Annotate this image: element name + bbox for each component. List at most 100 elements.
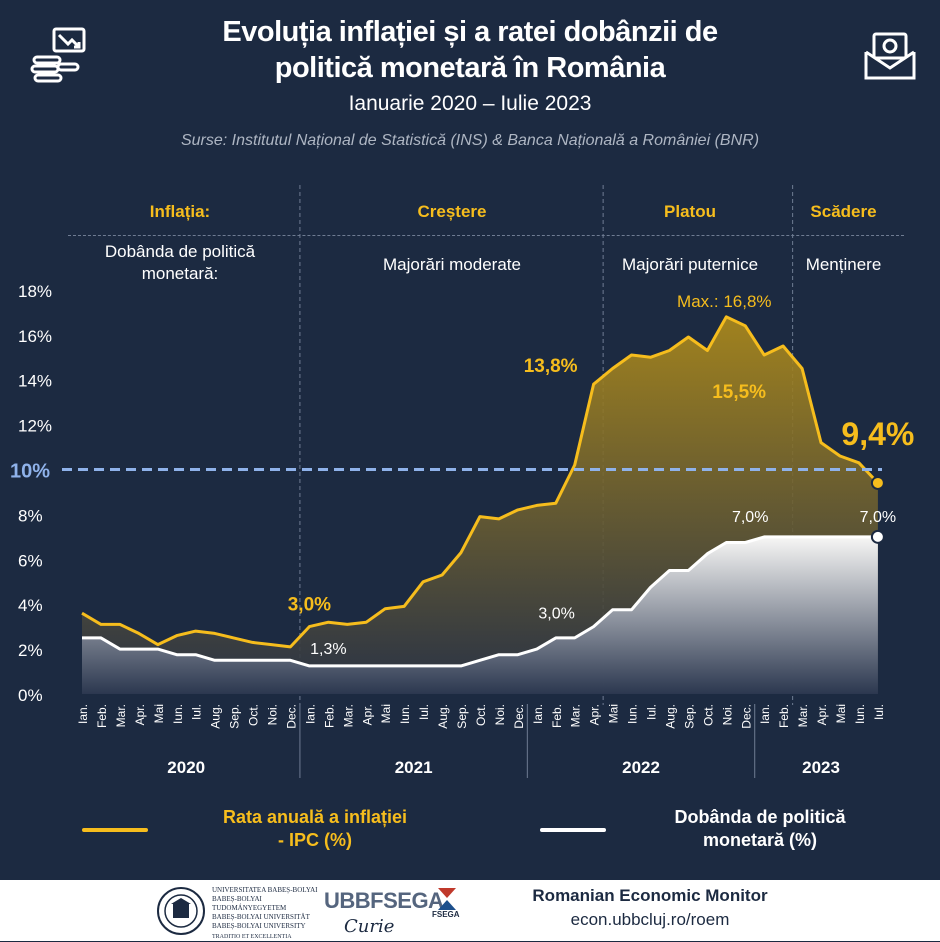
money-envelope-icon (862, 30, 918, 82)
x-tick-label: Dec. (512, 704, 526, 729)
x-tick-label: Ian. (531, 704, 545, 724)
fsega-small-label: FSEGA (432, 910, 460, 919)
y-tick-label: 0% (18, 686, 43, 705)
phase-separator-line (68, 235, 904, 236)
annotation-label: 3,0% (288, 595, 331, 616)
y-tick-label: 4% (18, 596, 43, 615)
legend-policy-label: Dobânda de politică monetară (%) (640, 806, 880, 852)
phase-policy-strong: Majorări puternice (621, 255, 759, 274)
ubb-name-2: BABEȘ-BOLYAI TUDOMÁNYEGYETEM (212, 895, 287, 912)
annotation-label: 7,0% (732, 509, 768, 526)
policy-rate-line (82, 535, 878, 668)
legend-inflation-swatch (82, 828, 148, 832)
legend-policy-swatch (540, 828, 606, 832)
phase-inflation-label: Inflația: (149, 202, 211, 221)
x-tick-label: Oct. (247, 704, 261, 726)
x-tick-label: Iul. (190, 704, 204, 720)
x-tick-label: Ian. (76, 704, 90, 724)
x-tick-label: Apr. (360, 704, 374, 725)
x-tick-label: Noi. (493, 704, 507, 725)
page-title: Evoluția inflației și a ratei dobânzii d… (0, 14, 940, 86)
x-tick-label: Iun. (853, 704, 867, 724)
ubb-name-block: UNIVERSITATEA BABEȘ-BOLYAI BABEȘ-BOLYAI … (212, 886, 322, 942)
y-tick-label: 6% (18, 551, 43, 570)
year-label: 2020 (167, 758, 205, 777)
year-label: 2023 (802, 758, 840, 777)
y-tick-label: 14% (18, 372, 52, 391)
x-tick-label: Iul. (417, 704, 431, 720)
x-tick-label: Mai (152, 704, 166, 723)
x-tick-label: Aug. (209, 704, 223, 729)
x-tick-label: Aug. (436, 704, 450, 729)
y-tick-label: 16% (18, 327, 52, 346)
x-tick-label: Mai (379, 704, 393, 723)
ubb-motto: TRADITIO ET EXCELLENTIA (212, 934, 292, 940)
legend-inflation-line1: Rata anuală a inflației (222, 807, 408, 827)
y-tick-label: 8% (18, 506, 43, 525)
phase-policy-moderate: Majorări moderate (383, 255, 521, 274)
annotation-label: 15,5% (712, 382, 766, 403)
y-tick-label: 2% (18, 641, 43, 660)
x-tick-label: Iun. (626, 704, 640, 724)
x-tick-label: Sep. (455, 704, 469, 729)
inflation-policy-chart: 0% 2% 4% 6% 8% 12% 14% 16% 18% 10% 3,0% 13,8% Max.… (10, 185, 914, 778)
signature-mark: Curie (344, 916, 395, 937)
title-line-1: Evoluția inflației și a ratei dobânzii d… (222, 16, 718, 48)
year-label: 2022 (622, 758, 660, 777)
sources-note: Surse: Institutul Național de Statistică… (180, 132, 760, 149)
annotation-label: 7,0% (860, 509, 896, 526)
policy-rate-area (82, 536, 878, 694)
footer: UNIVERSITATEA BABEȘ-BOLYAI BABEȘ-BOLYAI … (0, 880, 940, 941)
x-tick-label: Apr. (133, 704, 147, 725)
fsega-logo: UBBFSEGA (324, 888, 444, 913)
inflation-end-point (870, 475, 885, 490)
x-tick-label: Sep. (228, 704, 242, 729)
x-tick-label: Iul. (645, 704, 659, 720)
x-tick-label: Feb. (777, 704, 791, 728)
phase-policy-label: Dobânda de politică monetară: (104, 242, 256, 283)
x-tick-label: Noi. (720, 704, 734, 725)
x-tick-label: Iul. (872, 704, 886, 720)
year-label: 2021 (395, 758, 433, 777)
x-tick-label: Ian. (303, 704, 317, 724)
annotation-label: Max.: 16,8% (677, 292, 772, 311)
threshold-label: 10% (10, 461, 50, 483)
ubb-name-1: UNIVERSITATEA BABEȘ-BOLYAI (212, 886, 318, 894)
x-tick-label: Apr. (588, 704, 602, 725)
annotation-label: 13,8% (524, 356, 578, 377)
x-tick-label: Feb. (322, 704, 336, 728)
x-tick-label: Ian. (758, 704, 772, 724)
x-tick-label: Oct. (701, 704, 715, 726)
x-tick-label: Feb. (95, 704, 109, 728)
monitor-url[interactable]: econ.ubbcluj.ro/roem (570, 910, 730, 929)
x-tick-label: Mai (607, 704, 621, 723)
x-tick-label: Mar. (569, 704, 583, 727)
x-tick-label: Noi. (266, 704, 280, 725)
ubb-seal-icon (156, 886, 206, 936)
legend-inflation-line2: - IPC (%) (278, 830, 352, 850)
phase-decrease: Scădere (810, 202, 877, 221)
chart-trend-icon (28, 26, 90, 84)
x-tick-label: Iun. (171, 704, 185, 724)
y-tick-label: 12% (18, 417, 52, 436)
x-tick-label: Feb. (550, 704, 564, 728)
legend-inflation-label: Rata anuală a inflației - IPC (%) (190, 806, 440, 852)
legend-policy-line2: monetară (%) (702, 830, 818, 850)
x-tick-label: Apr. (815, 704, 829, 725)
phase-plateau: Platou (664, 202, 716, 221)
phase-policy-hold: Menținere (805, 255, 882, 274)
x-tick-label: Mar. (341, 704, 355, 727)
inflation-line (81, 315, 879, 649)
x-tick-label: Mar. (796, 704, 810, 727)
x-tick-label: Dec. (284, 704, 298, 729)
fsega-emblem-icon (432, 884, 462, 914)
ubb-name-4: BABEȘ-BOLYAI UNIVERSITY (212, 922, 306, 930)
period-subtitle: Ianuarie 2020 – Iulie 2023 (348, 92, 592, 115)
x-tick-label: Sep. (682, 704, 696, 729)
annotation-label: 1,3% (310, 641, 346, 658)
monitor-title: Romanian Economic Monitor (532, 886, 768, 905)
title-line-2: politică monetară în România (274, 52, 666, 84)
x-tick-label: Dec. (739, 704, 753, 729)
ubb-name-3: BABEȘ-BOLYAI UNIVERSITÄT (212, 913, 310, 921)
policy-rate-end-point (870, 529, 885, 544)
